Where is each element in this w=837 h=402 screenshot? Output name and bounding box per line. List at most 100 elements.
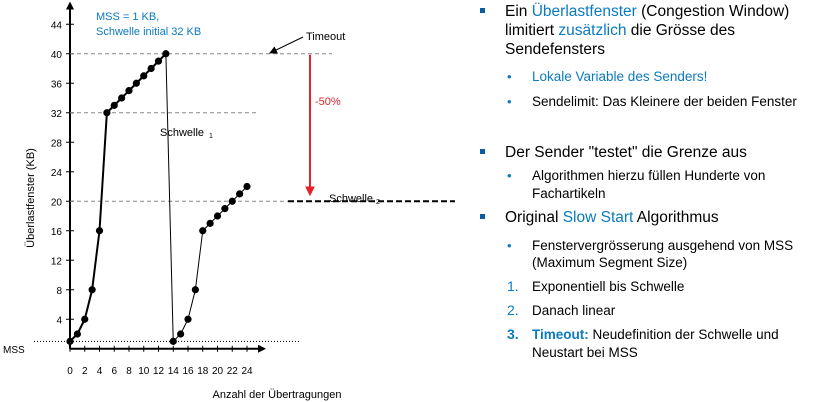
sub-bullet-item: Neustart bei MSS: [507, 344, 638, 361]
y-tick-label: 20: [51, 197, 63, 208]
data-point: [184, 315, 192, 323]
bullet-item: Sendefensters: [480, 40, 605, 59]
x-tick-label: 10: [138, 366, 150, 377]
threshold-1-subscript: 1: [209, 133, 213, 140]
data-point: [213, 212, 222, 220]
text-run: Sendefensters: [505, 41, 605, 58]
timeout-pointer: [269, 36, 304, 54]
text-run: Original: [505, 209, 563, 226]
text-run: Neustart bei MSS: [532, 345, 638, 360]
y-tick-label: 24: [51, 168, 63, 179]
y-tick-label: 12: [51, 256, 63, 267]
bullet-text: Sendefensters: [505, 40, 605, 59]
sub-bullet-item: 2. Danach linear: [507, 302, 615, 319]
x-tick-label: 16: [182, 366, 194, 377]
bullet-text: Sendelimit: Das Kleinere der beiden Fens…: [532, 93, 797, 110]
series-line-phase-1: [69, 53, 167, 343]
data-point: [125, 87, 133, 95]
y-tick-label: 28: [51, 138, 63, 149]
series-line-drop: [165, 53, 174, 342]
list-number: 3.: [507, 326, 519, 342]
text-run: Lokale Variable des Senders!: [532, 69, 708, 84]
y-tick-label: 44: [51, 20, 63, 31]
x-tick-label: 14: [168, 366, 180, 377]
text-run: Fenstervergrösserung ausgehend von MSS: [532, 238, 794, 253]
text-run: Algorithmen hierzu füllen Hunderte von: [532, 168, 766, 183]
x-tick-label: 22: [227, 366, 239, 377]
data-point: [162, 50, 170, 58]
data-point: [95, 227, 104, 235]
data-point: [140, 72, 148, 80]
y-tick-label: 8: [56, 286, 62, 297]
y-tick-label: 40: [51, 50, 63, 61]
series-line-phase-2: [172, 186, 248, 342]
text-run: Fachartikeln: [532, 186, 606, 201]
x-tick-label: 0: [67, 366, 73, 377]
text-run: Timeout:: [532, 327, 589, 342]
bullet-text: Exponentiell bis Schwelle: [532, 278, 684, 295]
bullet-text: Danach linear: [532, 302, 615, 319]
data-point: [66, 337, 74, 345]
data-point: [191, 286, 199, 294]
text-run: Der Sender "testet" die Grenze aus: [505, 144, 747, 161]
y-tick-label: 32: [51, 109, 63, 120]
info-mss: MSS = 1 KB,: [96, 11, 159, 23]
data-point: [177, 330, 185, 338]
square-bullet-icon: [480, 214, 485, 219]
chart-reference-lines: [34, 53, 455, 342]
bullet-text: Original Slow Start Algorithmus: [505, 208, 719, 227]
bullet-item: Original Slow Start Algorithmus: [480, 208, 719, 227]
bullet-text: Algorithmen hierzu füllen Hunderte von: [532, 167, 765, 184]
text-run: Danach linear: [532, 303, 616, 318]
data-point: [132, 79, 140, 87]
sub-bullet-item: Fachartikeln: [507, 185, 606, 202]
text-run: zusätzlich: [558, 22, 627, 39]
sub-bullet-item: • Algorithmen hierzu füllen Hunderte von: [507, 167, 765, 184]
text-run: limitiert: [505, 22, 559, 39]
data-point: [118, 94, 126, 102]
data-point: [88, 286, 96, 294]
x-tick-label: 6: [111, 366, 117, 377]
data-point: [228, 197, 236, 205]
y-axis-label: Überlastfenster (KB): [25, 148, 37, 248]
x-tick-label: 4: [97, 366, 103, 377]
threshold-1-label: Schwelle 1: [160, 127, 213, 140]
text-run: die Grösse des: [626, 22, 736, 39]
bullet-text: Der Sender "testet" die Grenze aus: [505, 143, 747, 162]
sub-bullet-item: 1. Exponentiell bis Schwelle: [507, 278, 684, 295]
text-run: (Maximum Segment Size): [532, 255, 688, 270]
x-tick-label: 12: [153, 366, 165, 377]
data-point: [147, 64, 155, 73]
text-run: Ein: [505, 3, 532, 20]
text-run: Überlastfenster: [531, 3, 637, 20]
y-tick-label: 36: [51, 79, 63, 90]
bullet-item: Der Sender "testet" die Grenze aus: [480, 143, 747, 162]
dot-bullet-icon: •: [507, 94, 512, 109]
text-run: Algorithmus: [633, 209, 719, 226]
chart-series: [66, 50, 251, 345]
data-point: [169, 337, 177, 345]
text-run: (Congestion Window): [636, 3, 790, 20]
x-tick-label: 18: [197, 366, 209, 377]
bullet-text: Fenstervergrösserung ausgehend von MSS: [532, 237, 793, 254]
y-tick-label: 4: [56, 315, 62, 326]
square-bullet-icon: [480, 8, 485, 13]
bullet-text: Lokale Variable des Senders!: [532, 68, 707, 85]
mss-label: MSS: [3, 345, 25, 356]
y-tick-label: 16: [51, 227, 63, 238]
sub-bullet-item: (Maximum Segment Size): [507, 254, 687, 271]
data-point: [236, 190, 244, 198]
x-tick-label: 20: [212, 366, 224, 377]
dot-bullet-icon: •: [507, 168, 512, 183]
text-run: Exponentiell bis Schwelle: [532, 279, 685, 294]
bullet-item: limitiert zusätzlich die Grösse des: [480, 21, 735, 40]
sub-bullet-item: • Lokale Variable des Senders!: [507, 68, 707, 85]
list-number: 1.: [507, 278, 519, 294]
data-point: [154, 57, 163, 65]
timeout-label: Timeout: [306, 31, 345, 43]
data-point: [73, 330, 81, 338]
text-run: Slow Start: [562, 209, 634, 226]
threshold-2-label: Schwelle 2: [329, 193, 380, 206]
